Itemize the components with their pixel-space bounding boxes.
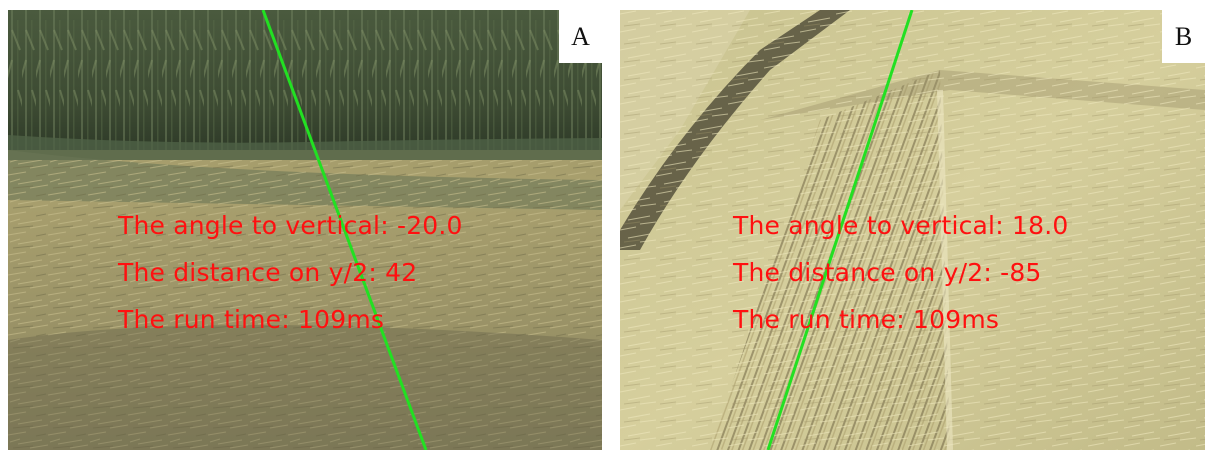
image-panel-b: The angle to vertical: 18.0 The distance… [620, 10, 1205, 450]
distance-text-a: The distance on y/2: 42 [118, 258, 418, 287]
angle-text-a: The angle to vertical: -20.0 [118, 211, 463, 240]
runtime-text-b: The run time: 109ms [733, 305, 1000, 334]
runtime-text-a: The run time: 109ms [118, 305, 385, 334]
panel-label-a: A [559, 10, 602, 63]
image-panel-a: The angle to vertical: -20.0 The distanc… [8, 10, 602, 450]
angle-text-b: The angle to vertical: 18.0 [733, 211, 1069, 240]
panel-label-b: B [1162, 10, 1205, 63]
distance-text-b: The distance on y/2: -85 [733, 258, 1042, 287]
